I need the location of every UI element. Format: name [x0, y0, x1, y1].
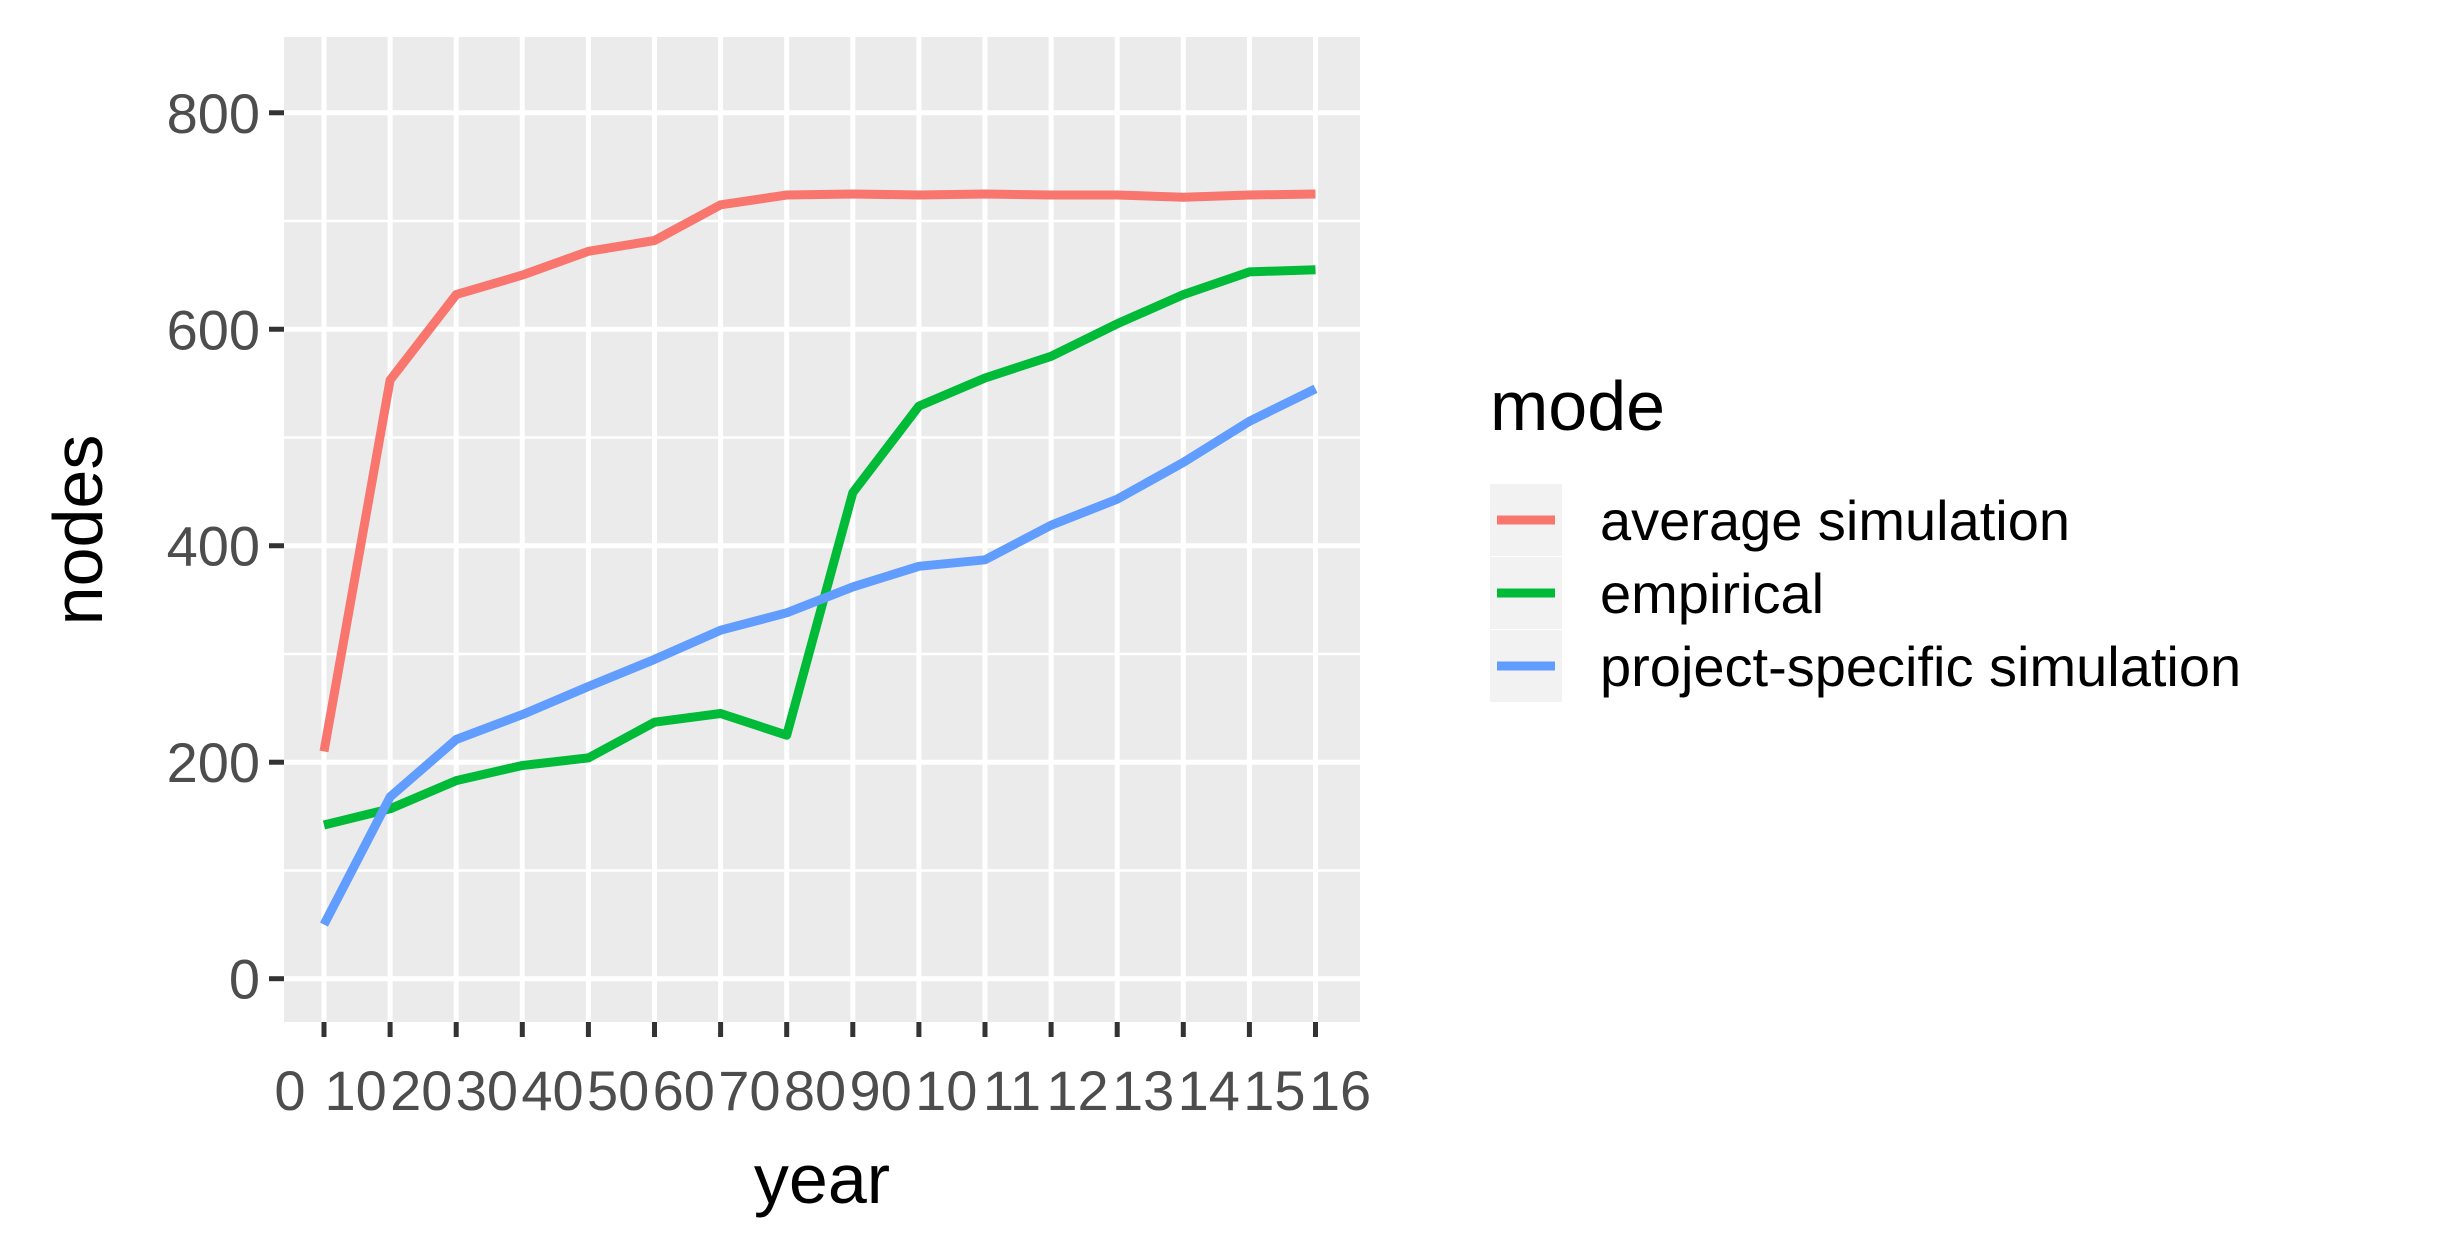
x-tick-label: 10	[324, 1059, 386, 1122]
legend: mode average simulation empirical project-…	[1490, 367, 2241, 702]
minor-gridlines	[284, 219, 1360, 872]
y-tick-label: 800	[167, 82, 260, 145]
legend-label: average simulation	[1600, 489, 2070, 552]
series-lines	[319, 189, 1318, 927]
x-tick-label: 90	[849, 1059, 911, 1122]
x-tick-label: 15	[1243, 1059, 1305, 1122]
x-tick-label: 30	[456, 1059, 518, 1122]
y-axis: 0 200 400 600 800	[167, 82, 284, 1011]
x-tick-label: 0	[274, 1059, 305, 1122]
legend-label: empirical	[1600, 562, 1824, 625]
x-axis: 0 10 20 30 40 50 60 70 80 90 10 11 12 13 14 15 16	[274, 1022, 1371, 1122]
series-line-average-simulation	[319, 189, 1316, 753]
x-tick-label: 80	[784, 1059, 846, 1122]
series-line-project-specific-simulation	[320, 384, 1318, 927]
x-tick-label: 60	[653, 1059, 715, 1122]
legend-label: project-specific simulation	[1600, 635, 2241, 698]
x-tick-label: 13	[1112, 1059, 1174, 1122]
y-axis-title: nodes	[39, 435, 117, 626]
x-tick-label: 16	[1309, 1059, 1371, 1122]
x-tick-label: 70	[718, 1059, 780, 1122]
x-tick-label: 40	[521, 1059, 583, 1122]
x-tick-label: 10	[915, 1059, 977, 1122]
legend-title: mode	[1490, 367, 1665, 445]
x-tick-label: 11	[983, 1059, 1041, 1122]
x-axis-title: year	[754, 1140, 890, 1218]
y-tick-label: 200	[167, 731, 260, 794]
series-line-empirical	[322, 265, 1316, 830]
x-tick-label: 12	[1046, 1059, 1108, 1122]
y-tick-label: 0	[229, 948, 260, 1011]
x-tick-label: 50	[587, 1059, 649, 1122]
x-tick-label: 20	[390, 1059, 452, 1122]
y-tick-label: 600	[167, 298, 260, 361]
major-gridlines	[284, 37, 1360, 1022]
y-tick-label: 400	[167, 515, 260, 578]
x-tick-label: 14	[1178, 1059, 1240, 1122]
panel-background	[284, 37, 1360, 1022]
